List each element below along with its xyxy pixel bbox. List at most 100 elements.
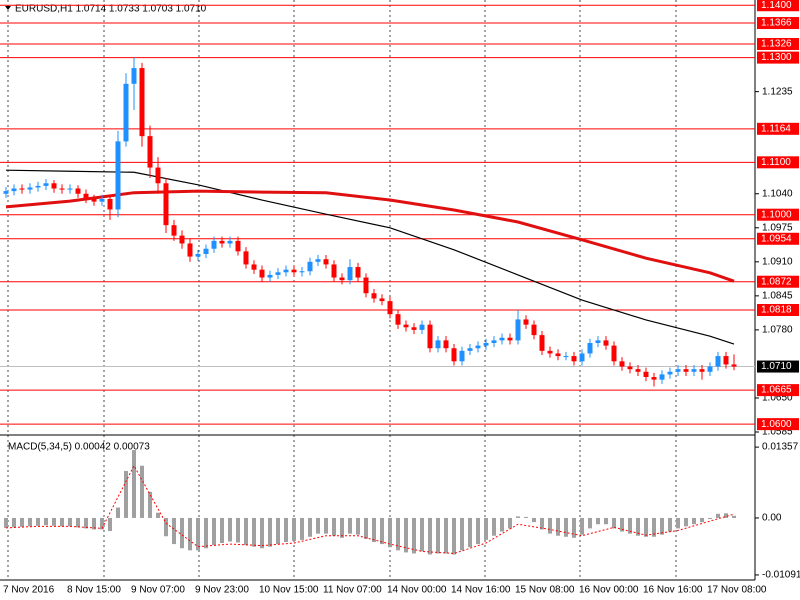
candle-body <box>203 248 209 254</box>
level-label-box <box>757 208 799 221</box>
candle-body <box>3 191 9 194</box>
candle-body <box>603 340 609 346</box>
candle-body <box>627 366 633 370</box>
macd-bar <box>548 517 552 534</box>
macd-bar <box>20 517 24 527</box>
macd-bar <box>612 517 616 529</box>
candle-body <box>243 251 249 265</box>
macd-bar <box>124 470 128 518</box>
level-label: 1.1300 <box>761 52 792 63</box>
macd-bar <box>524 516 528 518</box>
candle-body <box>715 356 721 367</box>
y-tick-label: 0.00 <box>762 513 782 524</box>
x-tick-label: 16 Nov 00:00 <box>579 585 639 596</box>
macd-bar <box>188 517 192 551</box>
macd-bar <box>628 517 632 534</box>
candle-body <box>163 183 169 226</box>
macd-bar <box>196 517 200 551</box>
candle-body <box>667 371 673 375</box>
candle-body <box>83 193 89 199</box>
macd-bar <box>332 517 336 536</box>
macd-bar <box>572 517 576 538</box>
macd-bar <box>652 517 656 537</box>
macd-bar <box>148 491 152 518</box>
candle-body <box>531 324 537 336</box>
x-tick-label: 9 Nov 07:00 <box>131 585 185 596</box>
candle-body <box>547 350 553 354</box>
level-label: 1.1100 <box>761 157 791 168</box>
macd-bar <box>156 512 160 518</box>
macd-bar <box>476 517 480 545</box>
level-label-box <box>757 418 799 431</box>
candle-body <box>235 240 241 252</box>
macd-bar <box>204 517 208 549</box>
candle-body <box>347 267 353 281</box>
macd-bar <box>716 513 720 518</box>
candle-body <box>107 198 113 210</box>
macd-bar <box>100 517 104 530</box>
candle-body <box>579 353 585 362</box>
candle-body <box>275 272 281 275</box>
symbol-menu-icon <box>5 6 11 10</box>
macd-bar <box>684 517 688 527</box>
macd-bar <box>564 517 568 537</box>
macd-bar <box>180 517 184 549</box>
macd-bar <box>484 517 488 540</box>
candle-body <box>467 348 473 351</box>
macd-bar <box>244 517 248 546</box>
moving-average <box>5 189 735 283</box>
level-label-box <box>757 51 799 64</box>
macd-bar <box>348 517 352 534</box>
macd-bar <box>380 517 384 545</box>
macd-bar <box>508 517 512 529</box>
macd-bar <box>436 517 440 554</box>
macd-bar <box>300 517 304 540</box>
macd-bar <box>12 517 16 528</box>
macd-bar <box>676 517 680 529</box>
candle-body <box>403 324 409 328</box>
x-tick-label: 7 Nov 2016 <box>3 585 55 596</box>
macd-bar <box>388 517 392 548</box>
macd-bar <box>444 517 448 554</box>
candle-body <box>131 68 137 84</box>
macd-bar <box>252 517 256 547</box>
level-label: 1.1400 <box>761 0 792 11</box>
level-label: 1.0818 <box>761 305 792 316</box>
macd-bar <box>428 517 432 555</box>
day-separators <box>7 0 677 580</box>
candle-body <box>291 269 297 273</box>
candle-body <box>707 366 713 372</box>
candle-body <box>123 83 129 142</box>
macd-bar <box>644 517 648 537</box>
current-price-box <box>757 360 799 373</box>
candle-body <box>451 348 457 362</box>
candle-body <box>147 136 153 168</box>
candle-body <box>267 274 273 278</box>
candle-body <box>259 269 265 278</box>
macd-bar <box>268 517 272 547</box>
candle-body <box>659 374 665 380</box>
candle-body <box>523 319 529 325</box>
macd-bar <box>164 517 168 537</box>
candle-body <box>491 340 497 343</box>
level-label-box <box>757 303 799 316</box>
level-label-box <box>757 156 799 169</box>
candle-body <box>19 188 25 190</box>
macd-bar <box>364 517 368 539</box>
candle-body <box>427 324 433 349</box>
macd-bar <box>620 517 624 532</box>
candle-body <box>315 259 321 262</box>
macd-bar <box>316 517 320 534</box>
candle-body <box>411 327 417 330</box>
candle-body <box>323 259 329 265</box>
level-label: 1.1366 <box>761 18 792 29</box>
macd-bar <box>660 517 664 535</box>
x-tick-label: 9 Nov 23:00 <box>195 585 249 596</box>
level-label-box <box>757 0 799 12</box>
level-label-box <box>757 275 799 288</box>
macd-bar <box>292 517 296 541</box>
macd-bar <box>556 517 560 536</box>
x-tick-label: 15 Nov 08:00 <box>515 585 575 596</box>
candle-body <box>187 243 193 257</box>
